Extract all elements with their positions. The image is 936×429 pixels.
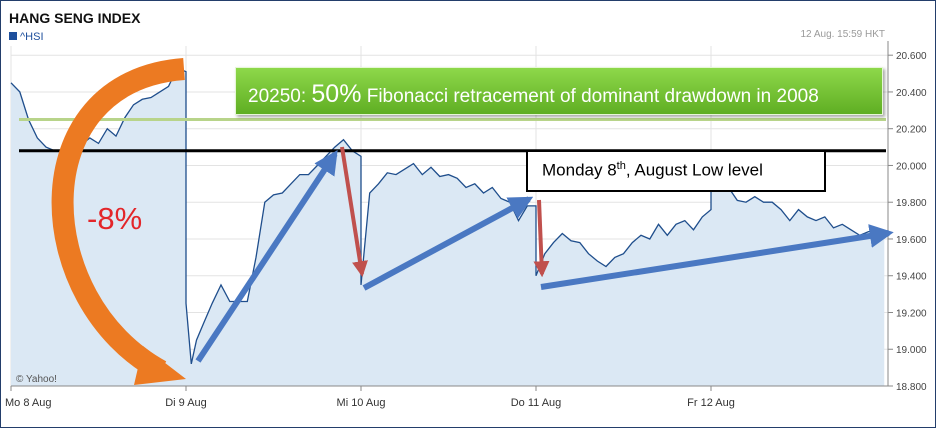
y-tick-label: 19.000 (896, 345, 927, 356)
fib-level: 20250: (248, 86, 307, 107)
x-tick-label: Fr 12 Aug (687, 397, 735, 409)
price-area (11, 68, 885, 386)
trend-arrows (51, 58, 894, 385)
y-tick-label: 19.400 (896, 272, 927, 283)
x-axis: Mo 8 Aug Di 9 Aug Mi 10 Aug Do 11 Aug Fr 12 … (5, 385, 888, 409)
source-credit: © Yahoo! (16, 374, 57, 385)
chart-title: HANG SENG INDEX (9, 10, 141, 26)
trend-arrow-up (362, 196, 534, 291)
drop-arrow-head (134, 346, 186, 385)
fib-pct: 50% (311, 80, 362, 108)
y-tick-label: 20.200 (896, 125, 927, 136)
x-tick-label: Mi 10 Aug (337, 397, 386, 409)
y-tick-label: 19.800 (896, 198, 927, 209)
fib-annotation: 20250: 50% Fibonacci retracement of domi… (235, 67, 883, 115)
x-tick-label: Mo 8 Aug (5, 397, 51, 409)
y-tick-label: 19.600 (896, 235, 927, 246)
trend-arrow-down (340, 146, 368, 278)
y-tick-label: 20.000 (896, 161, 927, 172)
price-line (10, 67, 885, 365)
drop-annotation: -8% (87, 201, 143, 236)
y-tick-label: 20.600 (896, 51, 927, 62)
ticker-symbol-label: ^HSI (20, 31, 44, 43)
monday-post: , August Low level (625, 160, 763, 180)
trend-arrow-down (533, 199, 550, 278)
y-tick-label: 19.200 (896, 308, 927, 319)
y-tick-label: 20.400 (896, 88, 927, 99)
y-axis: 18.800 19.000 19.200 19.400 19.600 19.800 20.0… (887, 41, 927, 393)
monday-sup: th (616, 160, 626, 172)
monday-pre: Monday 8 (542, 160, 617, 180)
monday-low-annotation: Monday 8th, August Low level (526, 150, 826, 192)
trend-arrow-up (540, 224, 894, 290)
x-tick-label: Di 9 Aug (165, 397, 207, 409)
x-tick-label: Do 11 Aug (511, 397, 562, 409)
fib-description: Fibonacci retracement of dominant drawdo… (366, 86, 819, 107)
drop-arrow-curve (51, 58, 185, 381)
timestamp: 12 Aug. 15:59 HKT (800, 29, 885, 40)
ticker-symbol[interactable]: ^HSI (9, 31, 44, 43)
y-tick-label: 18.800 (896, 382, 927, 393)
trend-arrow-up (195, 149, 338, 363)
series-swatch-icon (9, 32, 17, 40)
